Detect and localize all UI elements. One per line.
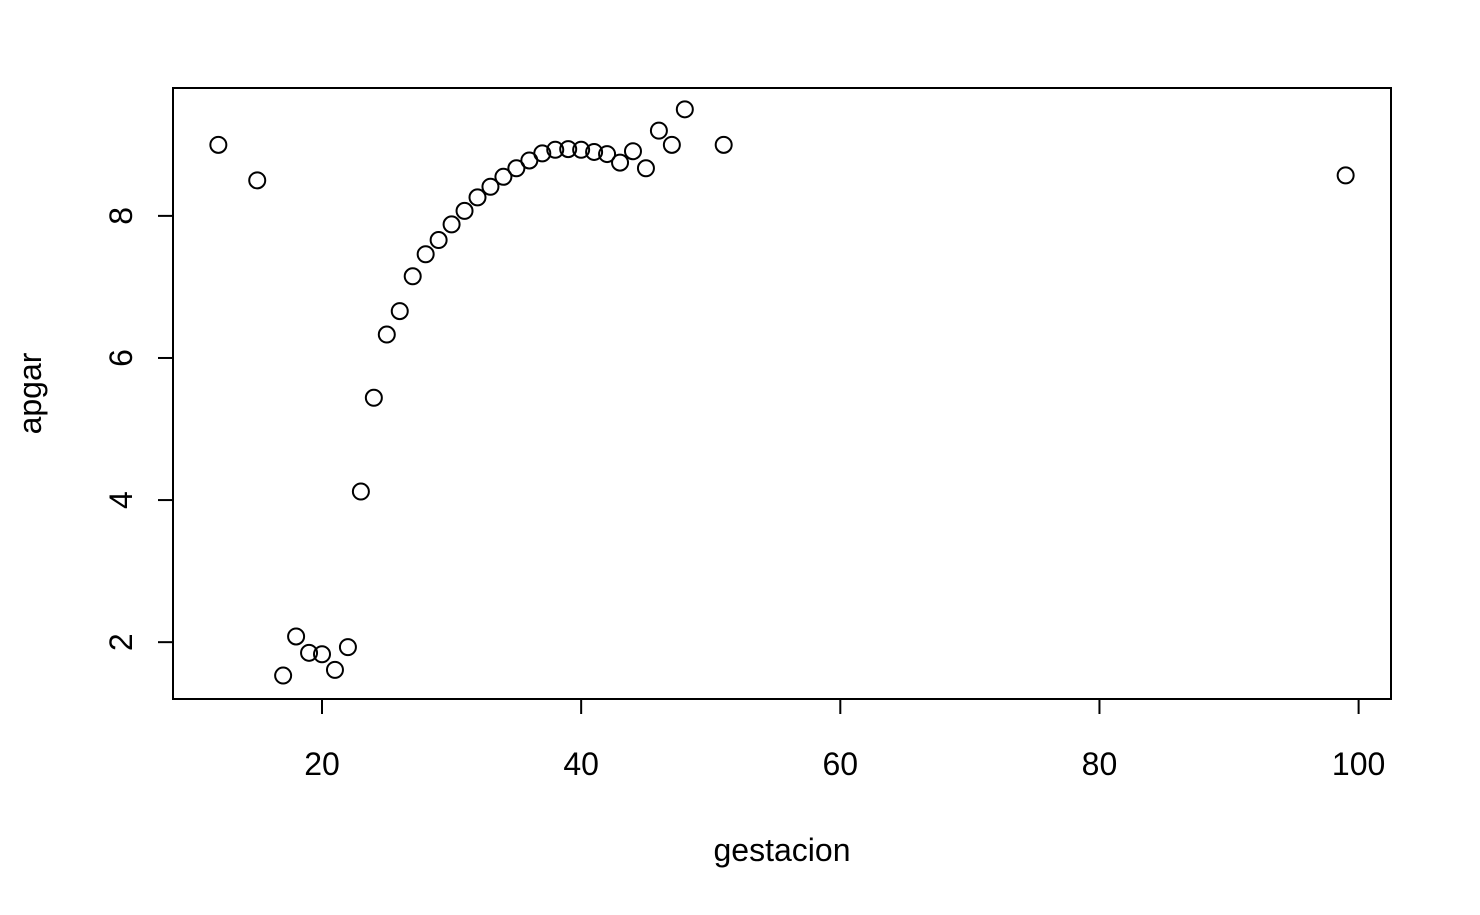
data-point [429,231,448,250]
x-tick-label: 60 [823,746,859,782]
y-tick-label: 6 [103,349,139,367]
data-point [300,643,319,662]
data-point [572,140,591,159]
data-point [662,135,681,154]
data-point [585,142,604,161]
data-point [649,121,668,140]
data-point [351,482,370,501]
x-axis: 20 40 60 80 100 [304,698,1385,782]
data-point [714,135,733,154]
data-point [636,159,655,178]
data-point [1336,166,1355,185]
data-point [611,153,630,172]
y-axis-label: apgar [12,352,48,434]
x-tick-label: 20 [304,746,340,782]
data-point [442,215,461,234]
data-point [390,302,409,321]
data-point [377,325,396,344]
data-point [325,660,344,679]
data-point [494,167,513,186]
data-point [248,171,267,190]
data-point [287,627,306,646]
x-axis-label: gestacion [714,832,851,868]
x-tick-label: 100 [1332,746,1385,782]
data-point [416,245,435,264]
data-point [623,142,642,161]
data-point [598,145,617,164]
y-tick-label: 2 [103,633,139,651]
data-point [313,645,332,664]
x-tick-label: 80 [1082,746,1118,782]
data-point [507,159,526,178]
data-point [559,140,578,159]
data-point [338,638,357,657]
data-point [546,140,565,159]
data-point [455,201,474,220]
data-point [209,135,228,154]
plot-frame [172,87,1392,700]
data-point [468,188,487,207]
y-tick-label: 4 [103,491,139,509]
x-tick-label: 40 [563,746,599,782]
y-axis: 2 4 6 8 [103,207,174,651]
data-point [675,100,694,119]
data-point [533,144,552,163]
data-point [481,177,500,196]
y-tick-label: 8 [103,207,139,225]
data-point [364,388,383,407]
data-point [403,267,422,286]
data-points [209,100,1355,685]
data-point [274,666,293,685]
